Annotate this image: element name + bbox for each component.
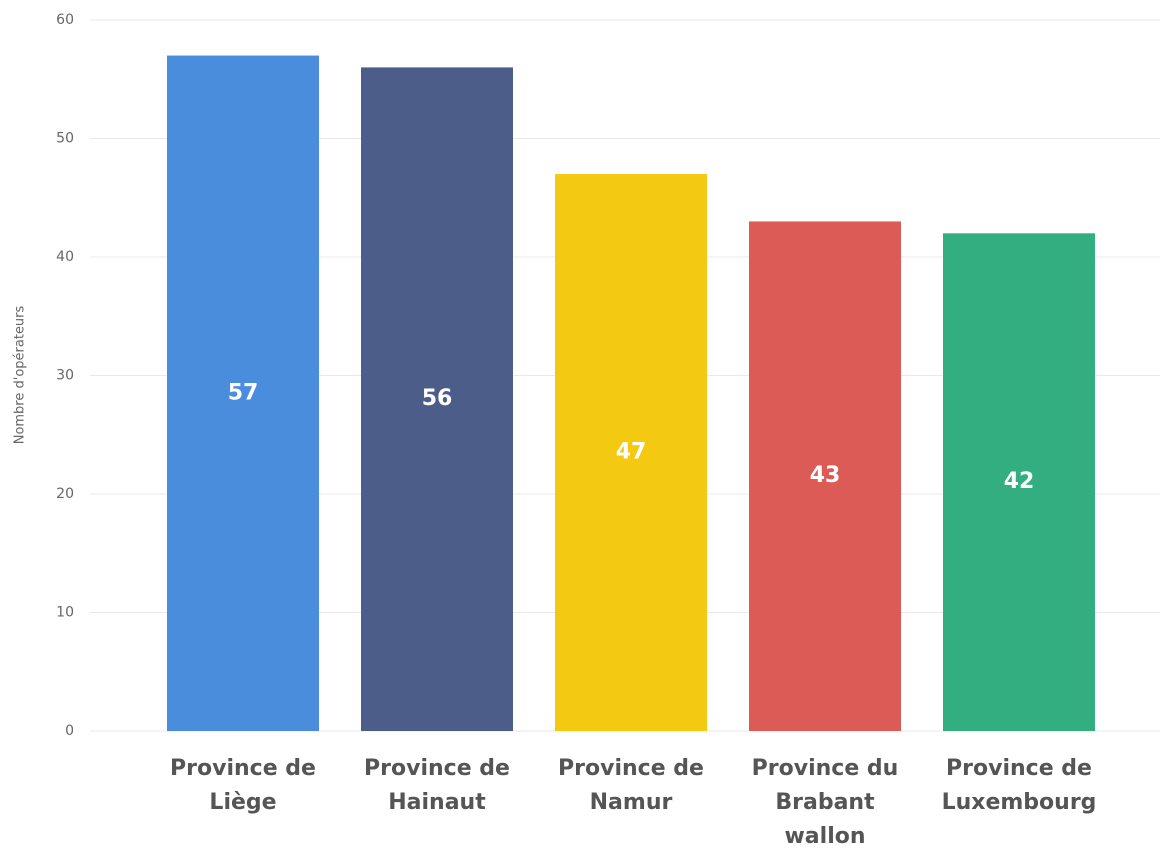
bar: [555, 174, 707, 732]
y-tick-label: 60: [56, 12, 74, 28]
bar: [167, 55, 319, 732]
x-tick-label: Province de Namur: [558, 756, 704, 815]
y-tick-label: 30: [56, 368, 74, 384]
y-tick-label: 20: [56, 486, 74, 502]
data-label: 42: [1004, 469, 1035, 494]
bar: [943, 233, 1095, 732]
x-tick-label: Province de Luxembourg: [941, 756, 1097, 815]
data-label: 47: [616, 440, 647, 465]
data-label: 56: [422, 386, 453, 411]
y-tick-label: 10: [56, 605, 74, 621]
x-tick-label: Province du Brabant wallon: [751, 756, 899, 849]
x-tick-label: Province de Hainaut: [364, 756, 510, 815]
y-axis-title: Nombre d'opérateurs: [13, 305, 28, 444]
y-tick-label: 40: [56, 249, 74, 265]
x-tick-label: Province de Liège: [170, 756, 316, 815]
data-label: 57: [228, 380, 259, 405]
bar: [361, 67, 513, 731]
bar: [749, 221, 901, 731]
data-label: 43: [810, 463, 841, 488]
y-tick-label: 50: [56, 131, 74, 147]
y-tick-label: 0: [65, 723, 74, 739]
